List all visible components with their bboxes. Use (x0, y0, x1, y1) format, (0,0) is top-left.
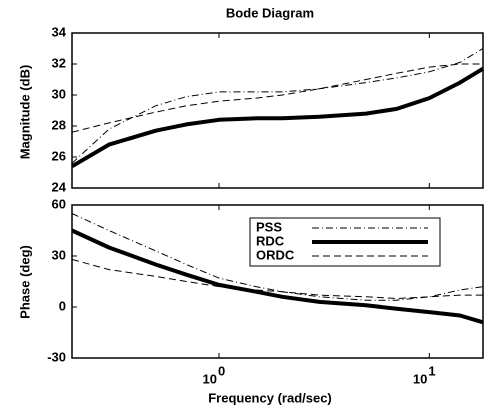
y-tick-label: 26 (52, 148, 66, 163)
x-tick-exponent: 1 (428, 363, 435, 378)
series-line (70, 66, 485, 169)
y-tick-label: 30 (52, 247, 66, 262)
plot-frame (71, 204, 484, 359)
y-tick-label: 28 (52, 117, 66, 132)
series-line (71, 228, 484, 325)
legend-label: ORDC (256, 247, 295, 262)
x-tick-label: 10 (413, 371, 427, 386)
y-tick-label: 24 (52, 179, 67, 194)
y-tick-label: 32 (52, 55, 66, 70)
y-tick-label: 0 (59, 298, 66, 313)
series-line (71, 258, 483, 299)
series-line (71, 63, 483, 133)
y-tick-label: 34 (52, 24, 67, 39)
series-line (71, 48, 484, 164)
y-tick-label: 30 (52, 86, 66, 101)
legend-label: PSS (256, 219, 282, 234)
y-tick-label: 60 (52, 196, 66, 211)
legend-label: RDC (256, 233, 285, 248)
y-axis-label: Magnitude (dB) (17, 65, 32, 160)
chart-title: Bode Diagram (226, 5, 314, 20)
plot-frame (71, 32, 484, 189)
x-tick-label: 10 (203, 371, 217, 386)
y-tick-label: -30 (47, 349, 66, 364)
y-axis-label: Phase (deg) (17, 245, 32, 319)
x-tick-exponent: 0 (218, 363, 225, 378)
x-axis-label: Frequency (rad/sec) (208, 390, 332, 405)
